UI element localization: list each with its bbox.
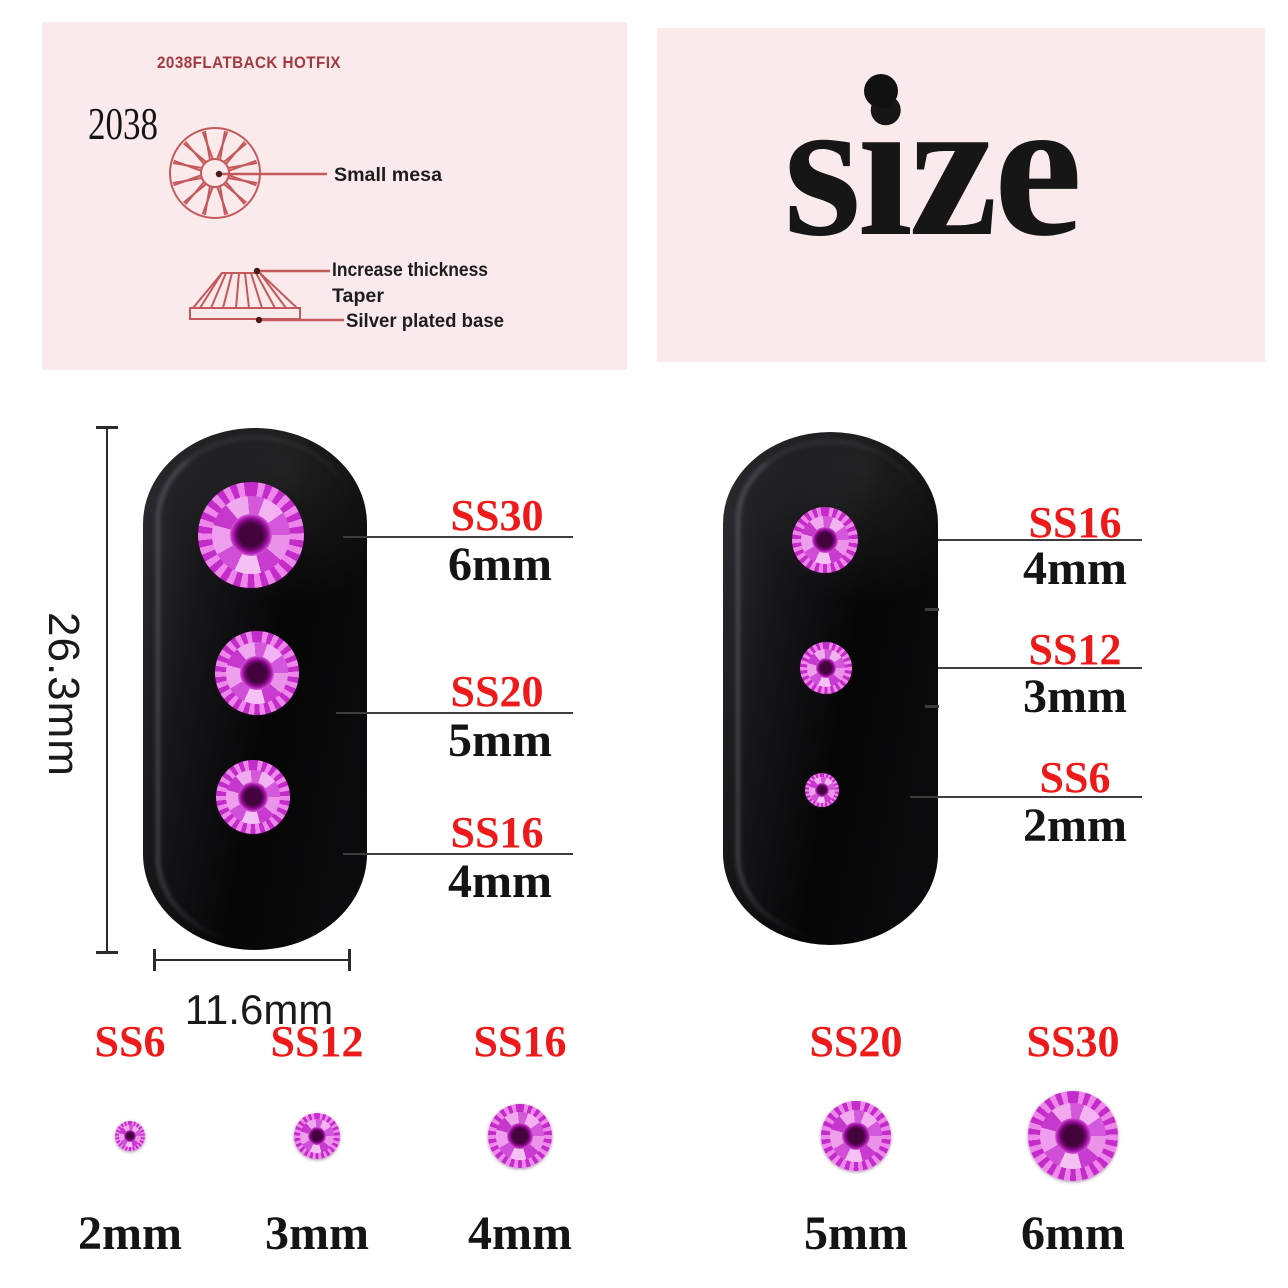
rhinestone-ss12 (800, 642, 852, 694)
callout-mm: 3mm (1023, 670, 1127, 723)
width-dim-cap-right (348, 949, 351, 971)
callout-dot (215, 170, 223, 178)
callout-dot (253, 267, 261, 275)
spec-heading: 2038FLATBACK HOTFIX (157, 53, 341, 72)
callout-mm: 5mm (448, 714, 552, 767)
width-dim-line (154, 959, 350, 961)
rhinestone-ss30 (1028, 1091, 1118, 1181)
rhinestone-ss20 (821, 1101, 891, 1171)
size-row-mm: 5mm (804, 1207, 908, 1260)
callout-mm: 6mm (448, 538, 552, 591)
callout-mm: 4mm (1023, 542, 1127, 595)
height-dim-cap-top (96, 426, 118, 429)
leader-line (910, 796, 1142, 798)
rhinestone-ss16 (216, 760, 290, 834)
rhinestone-ss6 (805, 773, 839, 807)
rhinestone-ss6 (115, 1121, 145, 1151)
rhinestone-ss16 (488, 1104, 552, 1168)
size-title: size (783, 57, 1083, 278)
height-dim-cap-bottom (96, 951, 118, 954)
rhinestone-ss12 (294, 1113, 340, 1159)
height-dim-line (106, 427, 108, 953)
model-number: 2038 (88, 98, 158, 149)
size-row-item: SS12 3mm (217, 1014, 417, 1274)
callout-ss: SS30 (450, 491, 544, 540)
size-row-ss: SS20 (809, 1017, 903, 1066)
i-dot-cover (857, 112, 909, 158)
rhinestone-ss20 (215, 631, 299, 715)
callout-ss: SS12 (1028, 625, 1122, 674)
nail-height-label: 26.3mm (39, 612, 88, 777)
callout-ss: SS6 (1039, 753, 1111, 802)
size-row-ss: SS16 (473, 1017, 567, 1066)
edge-tick (925, 608, 939, 611)
nail-width-label: 11.6mm (184, 986, 334, 1033)
callout-silver-base: Silver plated base (346, 311, 504, 332)
size-hero-panel: size (657, 28, 1265, 362)
i-dot-icon (864, 74, 898, 108)
callout-ss: SS16 (1028, 498, 1122, 547)
size-row-item: SS6 2mm (30, 1014, 230, 1274)
leader-line (938, 667, 1142, 669)
size-row-ss: SS6 (94, 1017, 166, 1066)
size-row-item: SS20 5mm (756, 1014, 956, 1274)
callout-dot (255, 316, 263, 324)
edge-tick (925, 705, 939, 708)
size-row-ss: SS12 (270, 1017, 364, 1066)
size-row-mm: 2mm (78, 1207, 182, 1260)
leader-line (938, 539, 1142, 541)
spec-panel: 2038FLATBACK HOTFIX 2038 (42, 22, 627, 370)
stone-side-view-icon (189, 272, 301, 320)
size-row-item: SS30 6mm (973, 1014, 1173, 1274)
callout-mm: 4mm (448, 855, 552, 908)
callout-taper: Taper (332, 286, 385, 307)
rhinestone-ss16 (792, 507, 858, 573)
size-row-mm: 4mm (468, 1207, 572, 1260)
callout-mm: 2mm (1023, 799, 1127, 852)
spec-diagram: 2038FLATBACK HOTFIX 2038 (88, 53, 504, 332)
size-row-ss: SS30 (1026, 1017, 1120, 1066)
size-row-mm: 6mm (1021, 1207, 1125, 1260)
rhinestone-ss30 (198, 482, 304, 588)
callout-increase-thickness: Increase thickness (332, 260, 488, 281)
leader-line (343, 853, 573, 855)
callout-small-mesa: Small mesa (334, 165, 442, 186)
leader-line (336, 712, 573, 714)
width-dim-cap-left (153, 949, 156, 971)
callout-ss: SS16 (450, 808, 544, 857)
size-row-item: SS16 4mm (420, 1014, 620, 1274)
leader-line (343, 536, 573, 538)
callout-ss: SS20 (450, 667, 544, 716)
size-row-mm: 3mm (265, 1207, 369, 1260)
